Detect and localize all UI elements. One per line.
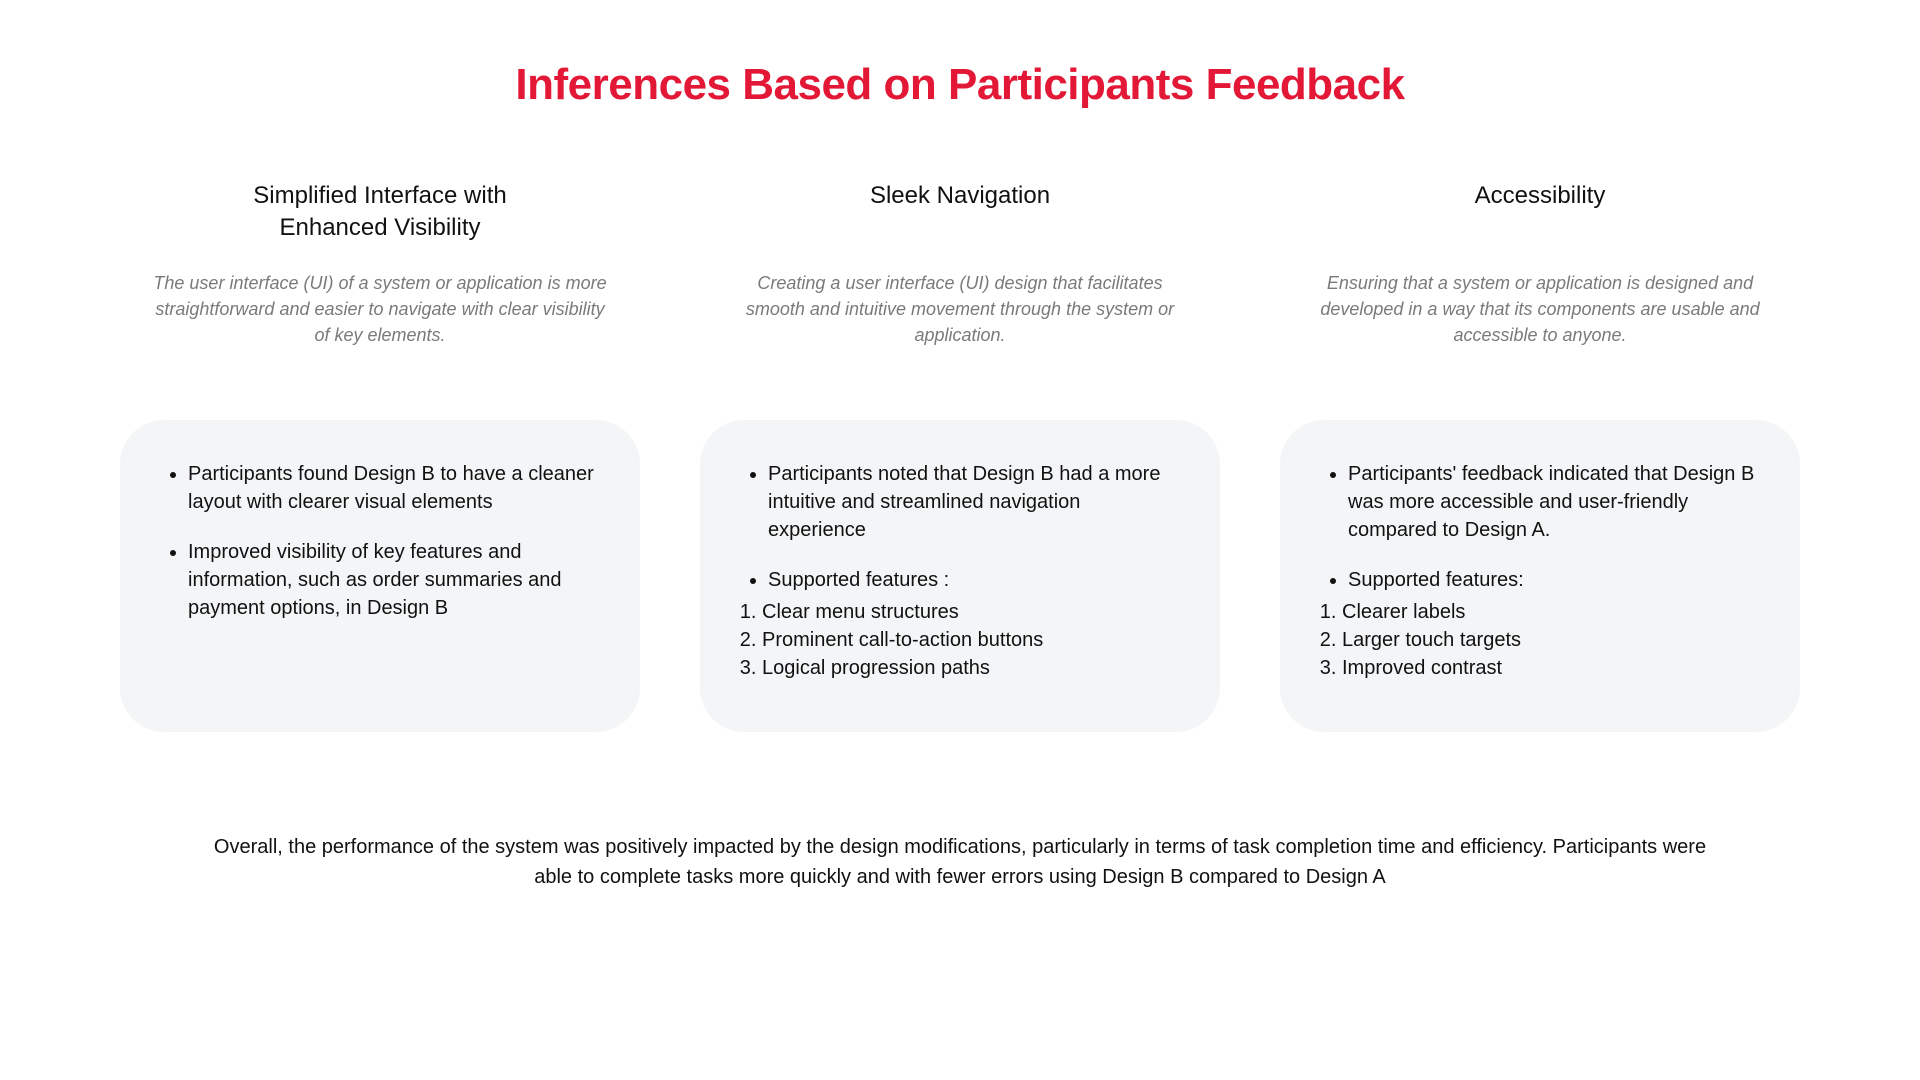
card-2-numbered-list: Clearer labels Larger touch targets Impr… [1320,598,1760,682]
card-2-numbered-wrapper: Supported features: Clearer labels Large… [1348,566,1760,682]
column-2: Accessibility Ensuring that a system or … [1280,180,1800,360]
card-1-bullet-0: Participants noted that Design B had a m… [768,460,1180,544]
card-0-bullets: Participants found Design B to have a cl… [160,460,600,622]
card-2-numbered-0: Clearer labels [1342,598,1760,626]
card-1-numbered-2: Logical progression paths [762,654,1180,682]
card-1-numbered-wrapper: Supported features : Clear menu structur… [768,566,1180,682]
card-1-numbered-list: Clear menu structures Prominent call-to-… [740,598,1180,682]
card-2-numbered-intro: Supported features: [1348,569,1524,591]
card-1-numbered-0: Clear menu structures [762,598,1180,626]
column-1: Sleek Navigation Creating a user interfa… [700,180,1220,360]
card-0: Participants found Design B to have a cl… [120,420,640,732]
column-0-subtitle: The user interface (UI) of a system or a… [150,270,610,360]
card-1: Participants noted that Design B had a m… [700,420,1220,732]
card-0-bullet-1: Improved visibility of key features and … [188,538,600,622]
column-2-subtitle: Ensuring that a system or application is… [1310,270,1770,360]
card-0-bullet-0: Participants found Design B to have a cl… [188,460,600,516]
column-0: Simplified Interface with Enhanced Visib… [120,180,640,360]
column-2-heading: Accessibility [1475,180,1606,250]
cards-row: Participants found Design B to have a cl… [120,420,1800,732]
slide-title: Inferences Based on Participants Feedbac… [120,60,1800,110]
card-2-bullet-0: Participants' feedback indicated that De… [1348,460,1760,544]
summary-text: Overall, the performance of the system w… [200,832,1720,892]
card-1-numbered-1: Prominent call-to-action buttons [762,626,1180,654]
column-0-heading: Simplified Interface with Enhanced Visib… [200,180,560,250]
card-2-numbered-1: Larger touch targets [1342,626,1760,654]
card-2-numbered-2: Improved contrast [1342,654,1760,682]
column-1-subtitle: Creating a user interface (UI) design th… [730,270,1190,360]
column-headers-row: Simplified Interface with Enhanced Visib… [120,180,1800,360]
slide: Inferences Based on Participants Feedbac… [0,0,1920,1080]
card-2: Participants' feedback indicated that De… [1280,420,1800,732]
column-1-heading: Sleek Navigation [870,180,1050,250]
card-2-bullets: Participants' feedback indicated that De… [1320,460,1760,682]
card-1-numbered-intro: Supported features : [768,569,949,591]
card-1-bullets: Participants noted that Design B had a m… [740,460,1180,682]
